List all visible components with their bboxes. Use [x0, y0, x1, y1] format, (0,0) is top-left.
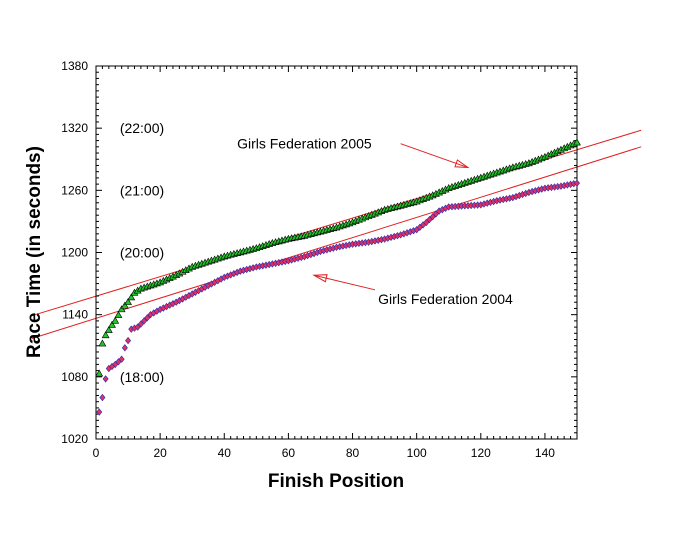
time-annotation: (20:00)	[120, 245, 164, 261]
series-2005-point	[101, 331, 110, 339]
series-2004-point	[137, 320, 144, 328]
series-2004-point	[102, 375, 109, 383]
series-2004-point	[144, 314, 151, 322]
series-2005-point	[108, 320, 116, 328]
series-2004-point	[134, 323, 141, 331]
x-tick-label: 120	[471, 446, 491, 460]
time-annotation: (22:00)	[120, 120, 164, 136]
time-annotation: (18:00)	[120, 369, 164, 385]
series-2005-point	[104, 325, 113, 333]
x-tick-label: 0	[93, 446, 100, 460]
time-annotation: (21:00)	[120, 182, 164, 198]
series-2005-point	[111, 316, 120, 324]
series-2005-point	[114, 310, 123, 318]
series-2004-point	[121, 344, 128, 352]
y-tick-label: 1260	[61, 183, 88, 197]
series-2005-point	[95, 369, 104, 377]
series-2005-point	[127, 293, 136, 301]
plot-frame	[95, 65, 578, 440]
y-tick-label: 1080	[61, 370, 88, 384]
series-2005-point	[573, 138, 581, 146]
lower-trend-line	[31, 146, 642, 339]
series-annotation-2004: Girls Federation 2004	[378, 291, 513, 307]
y-tick-label: 1380	[61, 59, 88, 73]
series-2004-point	[141, 317, 148, 325]
x-tick-label: 80	[346, 446, 360, 460]
y-tick-label: 1020	[61, 432, 88, 446]
y-tick-label: 1320	[61, 121, 88, 135]
x-tick-label: 40	[218, 446, 232, 460]
x-tick-label: 60	[282, 446, 296, 460]
series-2005-point	[98, 339, 107, 347]
annotation-arrow-line	[313, 274, 376, 291]
y-tick-label: 1140	[62, 308, 88, 322]
series-2004-point	[118, 355, 125, 363]
y-tick-label: 1200	[61, 246, 88, 260]
series-2005-point	[124, 298, 132, 305]
annotation-arrow-head	[454, 159, 470, 169]
x-tick-label: 100	[407, 446, 427, 460]
series-2005-point	[120, 301, 129, 309]
series-2005-point	[117, 305, 126, 313]
x-tick-label: 140	[535, 446, 555, 460]
annotation-arrow-head	[312, 274, 328, 283]
series-annotation-2005: Girls Federation 2005	[237, 136, 372, 152]
x-tick-label: 20	[153, 446, 167, 460]
series-2004-point	[125, 336, 132, 345]
annotation-arrow-line	[400, 143, 469, 169]
series-2004-point	[574, 179, 580, 187]
series-2004-point	[96, 408, 103, 416]
y-axis-title: Race Time (in seconds)	[24, 146, 45, 358]
series-2004-point	[99, 393, 106, 402]
x-axis-title: Finish Position	[268, 471, 404, 492]
